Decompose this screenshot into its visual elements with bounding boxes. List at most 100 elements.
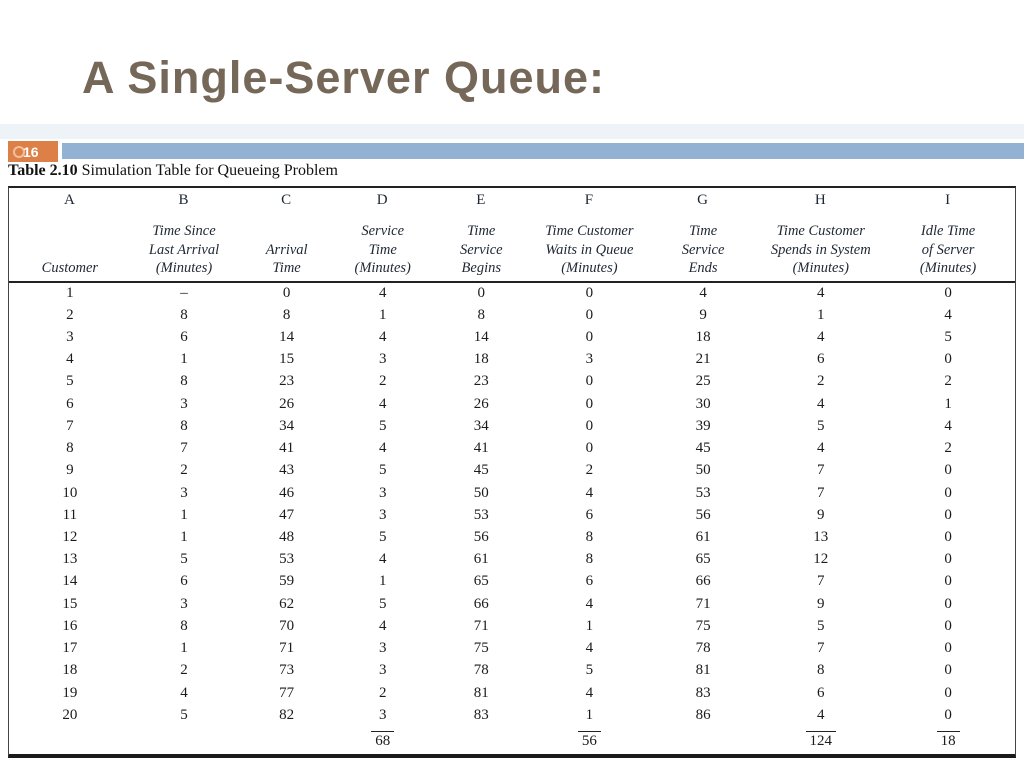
table-cell: 4 <box>817 395 825 412</box>
table-cell: 9 <box>817 506 825 523</box>
table-row: 14 6 59 1 65 6 66 7 0 <box>9 571 1015 593</box>
table-cell: 26 <box>473 395 489 412</box>
table-cell: 0 <box>944 617 952 634</box>
total-cell: 68 <box>336 726 430 754</box>
column-header-A: A Customer <box>9 188 131 283</box>
table-row: 11 1 47 3 53 6 56 9 0 <box>9 504 1015 526</box>
table-cell: 5 <box>378 417 387 434</box>
table-cell: 41 <box>473 440 489 457</box>
table-cell: 13 <box>62 551 78 568</box>
page-title: A Single-Server Queue: <box>82 52 605 103</box>
table-cell: 3 <box>378 351 387 368</box>
table-cell: 2 <box>585 462 594 479</box>
table-cell: 0 <box>944 684 952 701</box>
table-cell: 4 <box>817 440 825 457</box>
table-cell: 7 <box>817 573 825 590</box>
table-cell: 8 <box>282 306 291 323</box>
table-row: 9 2 43 5 45 2 50 7 0 <box>9 460 1015 482</box>
table-cell: 0 <box>585 285 594 302</box>
table-cell: 82 <box>279 706 295 723</box>
table-cell: 71 <box>473 617 489 634</box>
table-cell: 4 <box>817 329 825 346</box>
table-cell: 4 <box>699 285 707 302</box>
table-cell: 0 <box>585 306 594 323</box>
table-row: 3 6 14 4 14 0 18 4 5 <box>9 326 1015 348</box>
table-cell: 4 <box>378 617 387 634</box>
table-cell: 4 <box>378 551 387 568</box>
table-cell: 2 <box>378 373 387 390</box>
table-cell: 2 <box>944 440 952 457</box>
table-row: 17 1 71 3 75 4 78 7 0 <box>9 638 1015 660</box>
table-cell: 0 <box>944 706 952 723</box>
empty-cell <box>131 726 238 754</box>
table-cell: 10 <box>62 484 78 501</box>
table-cell: 0 <box>944 595 952 612</box>
table-row: 19 4 77 2 81 4 83 6 0 <box>9 682 1015 704</box>
table-row: 1 – 0 4 0 0 4 4 0 <box>9 282 1015 304</box>
table-cell: 2 <box>378 684 387 701</box>
table-cell: 73 <box>279 662 295 679</box>
table-cell: 3 <box>585 351 594 368</box>
table-cell: 7 <box>817 484 825 501</box>
table-cell: – <box>180 285 188 302</box>
table-cell: 14 <box>473 329 489 346</box>
table-cell: 3 <box>378 706 387 723</box>
table-cell: 1 <box>378 306 387 323</box>
table-row: 20 5 82 3 83 1 86 4 0 <box>9 704 1015 726</box>
table-row: 16 8 70 4 71 1 75 5 0 <box>9 615 1015 637</box>
table-cell: 83 <box>473 706 489 723</box>
simulation-table-grid: A Customer B Time Since Last Arrival (Minutes… <box>9 188 1015 754</box>
table-cell: 2 <box>180 662 188 679</box>
table-cell: 6 <box>180 573 188 590</box>
table-cell: 46 <box>279 484 295 501</box>
table-cell: 75 <box>695 617 711 634</box>
table-cell: 66 <box>695 573 711 590</box>
table-cell: 53 <box>695 484 711 501</box>
column-header-D: D Service Time (Minutes) <box>335 188 430 283</box>
table-caption-number: Table 2.10 <box>8 162 78 179</box>
table-cell: 6 <box>817 684 825 701</box>
table-cell: 86 <box>695 706 711 723</box>
table-caption: Table 2.10 Simulation Table for Queueing… <box>8 162 338 180</box>
totals-row: 68 56 124 18 <box>9 726 1015 754</box>
table-cell: 1 <box>585 617 594 634</box>
title-underline-strip <box>0 124 1024 139</box>
table-cell: 5 <box>585 662 594 679</box>
table-cell: 4 <box>585 684 594 701</box>
table-cell: 6 <box>585 573 594 590</box>
column-header-G: G Time Service Ends <box>645 188 761 283</box>
table-cell: 18 <box>473 351 489 368</box>
table-cell: 71 <box>279 640 295 657</box>
slide-number-badge: 16 <box>8 141 58 162</box>
table-cell: 0 <box>944 506 952 523</box>
table-cell: 8 <box>180 306 188 323</box>
accent-bar <box>62 143 1024 159</box>
table-cell: 8 <box>817 662 825 679</box>
table-cell: 23 <box>473 373 489 390</box>
table-cell: 0 <box>944 551 952 568</box>
table-cell: 0 <box>282 285 291 302</box>
table-cell: 43 <box>279 462 295 479</box>
table-cell: 0 <box>944 529 952 546</box>
table-cell: 1 <box>180 640 188 657</box>
table-cell: 5 <box>817 617 825 634</box>
table-cell: 3 <box>180 395 188 412</box>
table-cell: 65 <box>473 573 489 590</box>
table-cell: 1 <box>180 529 188 546</box>
table-cell: 0 <box>585 417 594 434</box>
table-cell: 11 <box>62 506 78 523</box>
table-cell: 53 <box>473 506 489 523</box>
table-cell: 4 <box>585 595 594 612</box>
table-cell: 4 <box>585 484 594 501</box>
table-cell: 14 <box>62 573 78 590</box>
table-cell: 0 <box>585 329 594 346</box>
circle-icon <box>13 145 25 158</box>
table-cell: 81 <box>695 662 711 679</box>
table-cell: 59 <box>279 573 295 590</box>
table-cell: 0 <box>944 640 952 657</box>
table-cell: 53 <box>279 551 295 568</box>
table-cell: 7 <box>180 440 188 457</box>
table-cell: 13 <box>813 529 829 546</box>
table-cell: 1 <box>944 395 952 412</box>
table-cell: 23 <box>279 373 295 390</box>
